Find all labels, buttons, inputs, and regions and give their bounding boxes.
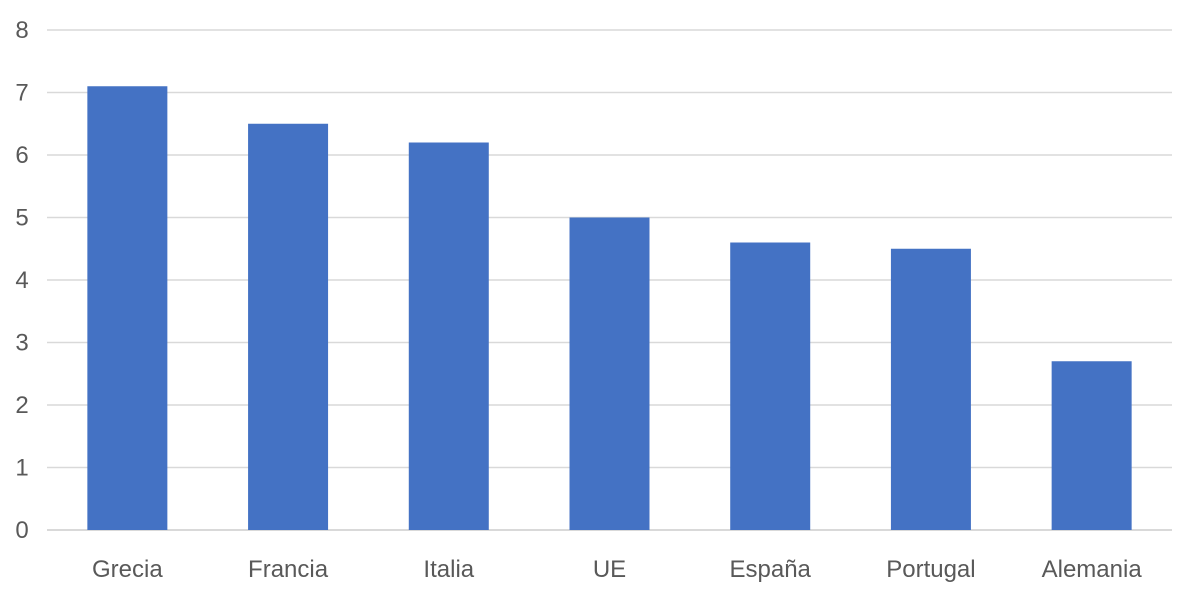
bar-italia bbox=[408, 142, 489, 530]
y-tick-label: 2 bbox=[15, 392, 28, 419]
bar-francia bbox=[248, 123, 329, 530]
y-tick-label: 0 bbox=[15, 517, 28, 544]
x-category-label: Portugal bbox=[886, 556, 975, 583]
x-category-label: Italia bbox=[423, 556, 474, 583]
y-tick-label: 3 bbox=[15, 330, 28, 357]
bar-alemania bbox=[1051, 361, 1132, 530]
y-tick-label: 5 bbox=[15, 205, 28, 232]
y-tick-label: 8 bbox=[15, 17, 28, 44]
bars bbox=[87, 86, 1132, 530]
bar-ue bbox=[569, 217, 650, 530]
y-axis-tick-labels: 0 1 2 3 4 5 6 7 8 bbox=[15, 17, 28, 544]
y-tick-label: 7 bbox=[15, 80, 28, 107]
bar-grecia bbox=[87, 86, 168, 530]
y-tick-label: 6 bbox=[15, 142, 28, 169]
x-category-label: Grecia bbox=[92, 556, 163, 583]
bar-españa bbox=[730, 242, 811, 530]
x-axis-category-labels: Grecia Francia Italia UE España Portugal Alema… bbox=[92, 556, 1142, 583]
x-category-label: UE bbox=[593, 556, 626, 583]
x-category-label: España bbox=[730, 556, 812, 583]
x-category-label: Alemania bbox=[1042, 556, 1143, 583]
x-category-label: Francia bbox=[248, 556, 329, 583]
bar-portugal bbox=[890, 248, 971, 530]
y-tick-label: 1 bbox=[15, 455, 28, 482]
y-tick-label: 4 bbox=[15, 267, 28, 294]
